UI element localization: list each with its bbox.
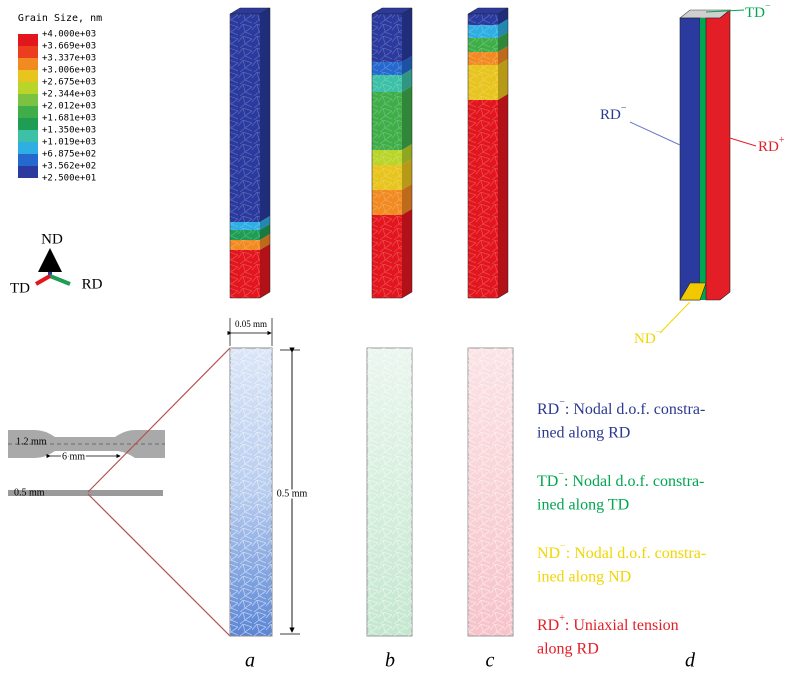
panel-label: c <box>486 650 495 672</box>
legend-label: +1.019e+03 <box>42 138 96 148</box>
legend-label: +3.337e+03 <box>42 54 96 64</box>
legend-swatch <box>18 166 38 178</box>
note-label: RD <box>537 617 559 634</box>
strip-height: 0.5 mm <box>277 488 308 499</box>
note-line: : Uniaxial tension <box>565 617 679 634</box>
note-line: : Nodal d.o.f. constra- <box>565 401 705 418</box>
legend: +4.000e+03 +3.669e+03 +3.337e+03 +3.006e+03… <box>18 30 96 184</box>
bc-td: TD− <box>745 1 771 21</box>
panel-label: d <box>685 650 696 672</box>
legend-label: +3.006e+03 <box>42 66 96 76</box>
note-line: along RD <box>537 641 599 658</box>
note: TD−: Nodal d.o.f. constra- <box>537 469 704 489</box>
bc-nd: ND− <box>634 327 662 347</box>
specimen-length: 6 mm <box>62 451 85 462</box>
legend-label: +3.669e+03 <box>42 42 96 52</box>
note-line: : Nodal d.o.f. constra- <box>566 545 706 562</box>
specimen-thickness: 0.5 mm <box>14 487 45 498</box>
strip-width: 0.05 mm <box>235 319 267 329</box>
legend-label: +1.350e+03 <box>42 126 96 136</box>
column-shade <box>498 59 508 100</box>
column-shade <box>260 8 270 222</box>
legend-swatch <box>18 106 38 118</box>
column-shade <box>402 209 412 298</box>
legend-swatch <box>18 130 38 142</box>
boundary-sketch: TD− RD− RD+ ND− <box>600 1 785 347</box>
panel-labels: a b c d <box>245 650 696 672</box>
notes: RD−: Nodal d.o.f. constra-ined along RD T… <box>537 397 706 657</box>
panel-label: b <box>385 650 395 672</box>
legend-label: +6.875e+02 <box>42 150 96 160</box>
note: ND−: Nodal d.o.f. constra- <box>537 541 706 561</box>
triad-rd: RD <box>82 276 103 292</box>
note-line: ined along TD <box>537 497 629 514</box>
legend-swatch <box>18 118 38 130</box>
legend-label: +2.675e+03 <box>42 78 96 88</box>
legend-label: +3.562e+02 <box>42 162 96 172</box>
triad-nd: ND <box>41 231 63 247</box>
legend-label: +2.500e+01 <box>42 174 96 184</box>
legend-label: +1.681e+03 <box>42 114 96 124</box>
note-line: : Nodal d.o.f. constra- <box>564 473 704 490</box>
legend-swatch <box>18 154 38 166</box>
column-mesh <box>230 14 260 298</box>
triad-td: TD <box>10 280 30 296</box>
legend-swatch <box>18 142 38 154</box>
legend-swatch <box>18 82 38 94</box>
grain-columns <box>230 8 508 298</box>
legend-swatch <box>18 34 38 46</box>
note-line: ined along RD <box>537 425 630 442</box>
panel-label: a <box>245 650 255 672</box>
bc-rd-minus: RD− <box>600 103 627 123</box>
note-line: ined along ND <box>537 569 631 586</box>
column-shade <box>402 8 412 62</box>
bc-rd-plus: RD+ <box>758 135 785 155</box>
figure: Grain Size, nm +4.000e+03 +3.669e+03 +3.33… <box>0 0 800 676</box>
note-label: TD <box>537 473 558 490</box>
legend-swatch <box>18 58 38 70</box>
column-shade <box>498 94 508 298</box>
note-label: ND <box>537 545 560 562</box>
axis-triad: ND TD RD <box>10 231 103 296</box>
column-mesh <box>372 14 402 298</box>
column-mesh <box>468 14 498 298</box>
specimen: 1.2 mm 6 mm 0.5 mm <box>8 348 230 636</box>
specimen-width: 1.2 mm <box>16 436 47 447</box>
legend-title: Grain Size, nm <box>18 13 102 24</box>
legend-swatch <box>18 70 38 82</box>
legend-swatch <box>18 46 38 58</box>
note: RD−: Nodal d.o.f. constra- <box>537 397 705 417</box>
legend-label: +2.012e+03 <box>42 102 96 112</box>
column-shade <box>260 244 270 298</box>
note: RD+: Uniaxial tension <box>537 613 679 633</box>
microstructure-strips: 0.05 mm 0.5 mm <box>230 318 513 636</box>
legend-swatch <box>18 94 38 106</box>
column-shade <box>402 86 412 150</box>
note-label: RD <box>537 401 559 418</box>
legend-label: +4.000e+03 <box>42 30 96 40</box>
legend-label: +2.344e+03 <box>42 90 96 100</box>
